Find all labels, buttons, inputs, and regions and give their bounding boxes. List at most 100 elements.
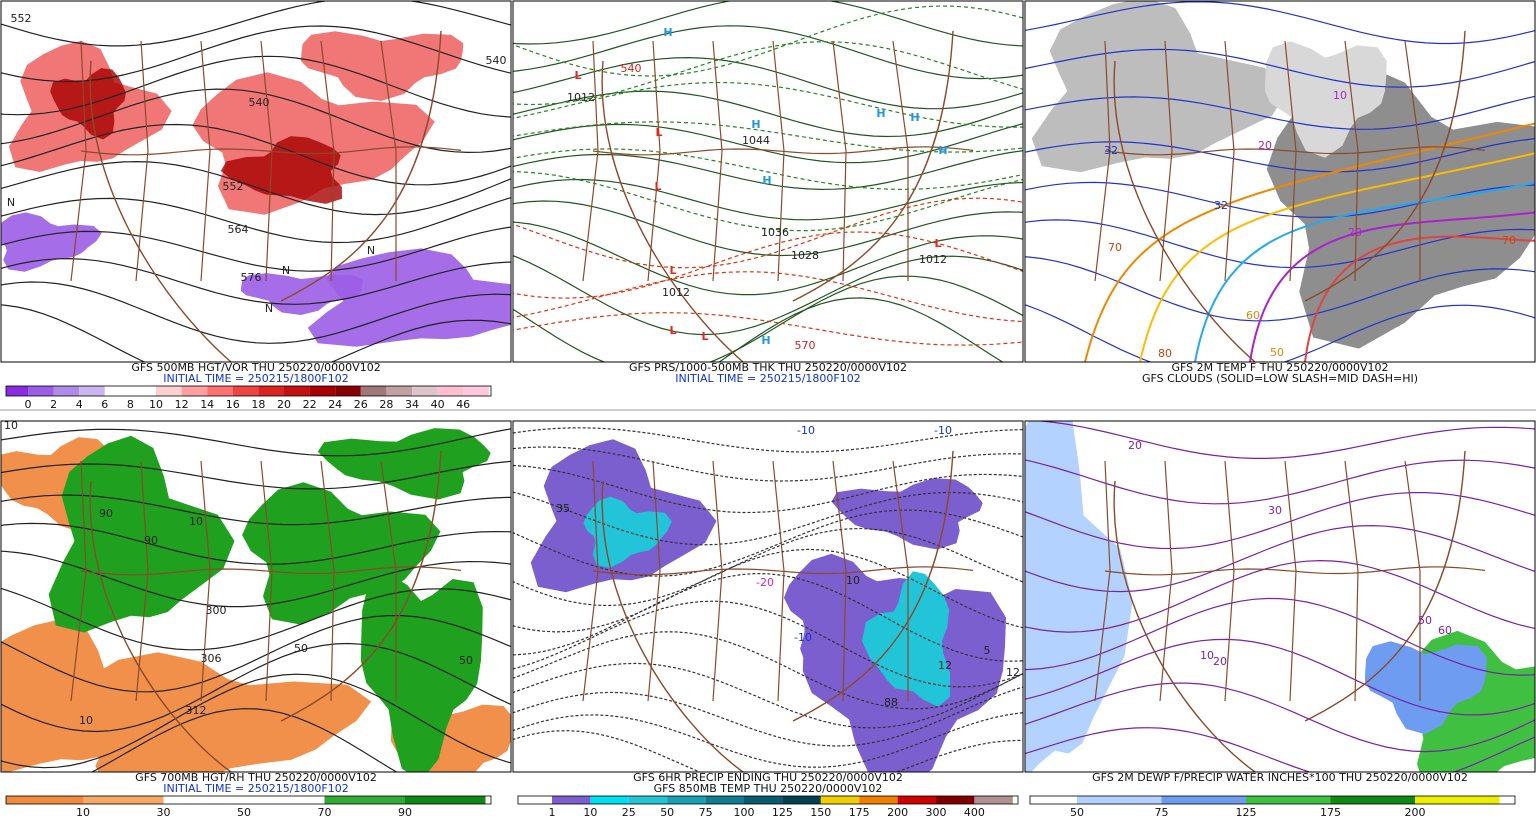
colorbar-swatch <box>897 796 936 804</box>
caption: GFS 6HR PRECIP ENDING THU 250220/0000V10… <box>633 771 903 784</box>
colorbar-swatch <box>207 386 233 396</box>
map-label: L <box>669 324 676 337</box>
map-label: H <box>876 107 885 120</box>
contour <box>1 257 511 305</box>
colorbar-label: 12 <box>175 398 189 411</box>
map-content <box>1 428 511 772</box>
colorbar-label: 6 <box>101 398 108 411</box>
colorbar-swatch <box>782 796 821 804</box>
vorticity-area <box>300 31 464 102</box>
colorbar-label: 70 <box>318 806 332 819</box>
caption: GFS 850MB TEMP THU 250220/0000V102 <box>654 782 883 795</box>
colorbar-swatch <box>667 796 706 804</box>
colorbar-frame <box>1029 795 1516 805</box>
border <box>1344 460 1359 702</box>
colorbar-label: 34 <box>405 398 419 411</box>
contour <box>1 615 511 693</box>
border <box>647 460 661 702</box>
map-frame <box>512 0 1024 363</box>
map-label: 564 <box>228 223 249 236</box>
map-label: 540 <box>249 96 270 109</box>
map-frame <box>1024 420 1536 773</box>
colorbar-label: 0 <box>25 398 32 411</box>
colorbar-swatch <box>130 386 156 396</box>
thickness-line <box>513 197 1023 269</box>
contour <box>1 281 511 344</box>
map-label: L <box>701 330 708 343</box>
contour <box>513 255 1023 336</box>
map-label: 5 <box>984 644 991 657</box>
map-label: -20 <box>756 576 774 589</box>
map-label: 50 <box>459 654 473 667</box>
contour <box>1025 524 1535 593</box>
contour <box>513 25 1023 80</box>
border <box>80 146 462 156</box>
colorbar-label: 400 <box>964 806 985 819</box>
map-label: 70 <box>1108 241 1122 254</box>
border <box>1344 40 1359 282</box>
colorbar-label: 46 <box>456 398 470 411</box>
rh-moist <box>360 571 483 772</box>
colorbar-swatch <box>412 386 438 396</box>
map-label: 312 <box>186 704 207 717</box>
cloud-area <box>1031 1 1288 173</box>
map-label: 30 <box>1268 504 1282 517</box>
map-label: H <box>663 26 672 39</box>
colorbar-label: 10 <box>583 806 597 819</box>
contour <box>513 275 1023 362</box>
map-label: 50 <box>1270 346 1284 359</box>
map-content <box>513 427 1023 772</box>
temp-line <box>1304 235 1535 362</box>
colorbar-label: 24 <box>328 398 342 411</box>
cloud-area <box>1264 41 1387 158</box>
colorbar-swatch <box>1415 796 1500 804</box>
map-label: 552 <box>11 12 32 25</box>
map-content <box>1025 421 1535 772</box>
border <box>892 40 909 281</box>
coastline <box>601 450 954 772</box>
colorbar-swatch <box>628 796 668 804</box>
map-frame <box>512 420 1024 773</box>
map-label: 576 <box>241 271 262 284</box>
colorbar-label: 8 <box>127 398 134 411</box>
map-label: 570 <box>795 339 816 352</box>
border <box>712 40 723 282</box>
map-label: 12 <box>1006 666 1020 679</box>
colorbar-label: 30 <box>157 806 171 819</box>
colorbar-label: 16 <box>226 398 240 411</box>
border <box>892 460 909 701</box>
map-label: H <box>910 111 919 124</box>
map-label: 1012 <box>662 286 690 299</box>
coastline <box>1113 450 1466 772</box>
border <box>1104 566 1486 576</box>
colorbar-swatch <box>79 386 105 396</box>
colorbar-swatch <box>463 386 489 396</box>
colorbar-label: 1 <box>549 806 556 819</box>
thickness-line <box>513 5 1023 77</box>
colorbar-swatch <box>936 796 975 804</box>
coastline <box>601 30 954 362</box>
border <box>200 40 211 282</box>
map-label: L <box>574 69 581 82</box>
caption: INITIAL TIME = 250215/1800F102 <box>675 372 860 385</box>
rh-moist <box>48 435 235 633</box>
contour <box>513 56 1023 110</box>
colorbar-swatch <box>6 386 28 396</box>
border <box>1404 460 1421 701</box>
map-label: N <box>367 244 375 257</box>
caption: GFS 700MB HGT/RH THU 250220/0000V102 <box>135 771 377 784</box>
colorbar-swatch <box>53 386 80 396</box>
contour <box>513 491 1023 546</box>
colorbar-label: 25 <box>622 806 636 819</box>
thickness-line <box>513 231 1023 299</box>
map-label: 1044 <box>742 134 770 147</box>
contour <box>1025 597 1535 676</box>
contour <box>1 123 511 186</box>
contour <box>1 160 511 216</box>
map-label: 70 <box>1502 234 1516 247</box>
contour <box>513 631 1023 710</box>
colorbar-frame <box>5 385 492 397</box>
coastline <box>89 30 442 362</box>
map-label: L <box>654 180 661 193</box>
map-label: 10 <box>189 515 203 528</box>
